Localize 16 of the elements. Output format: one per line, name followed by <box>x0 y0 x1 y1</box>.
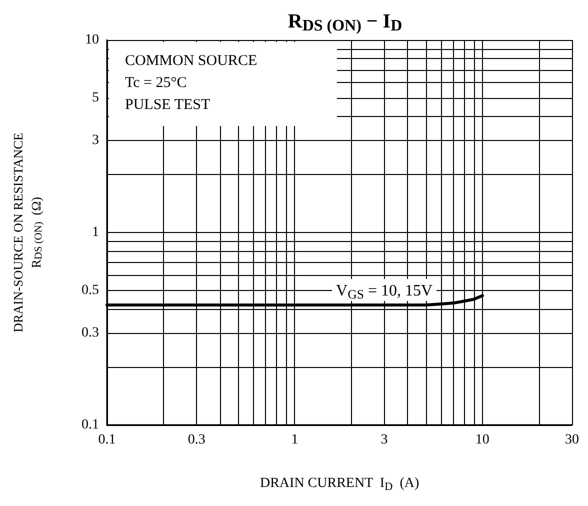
x-tick-label: 3 <box>380 432 388 448</box>
y-tick-label: 10 <box>85 32 99 48</box>
annotation: Tc = 25°C <box>125 74 188 93</box>
annotation: COMMON SOURCE <box>125 52 258 71</box>
x-tick-label: 30 <box>565 432 579 448</box>
y-tick-label: 1 <box>92 225 99 240</box>
x-tick-label: 0.3 <box>188 432 206 448</box>
y-tick-label: 0.3 <box>82 326 99 341</box>
annotation: PULSE TEST <box>125 96 212 115</box>
y-tick-label: 0.5 <box>82 282 99 298</box>
x-tick-label: 1 <box>291 432 298 448</box>
y-tick-label: 3 <box>92 133 99 148</box>
x-tick-label: 10 <box>475 432 490 448</box>
y-tick-label: 0.1 <box>82 418 99 432</box>
y-tick-label: 5 <box>92 90 99 106</box>
note-panel: COMMON SOURCE Tc = 25°C PULSE TEST <box>109 42 337 126</box>
